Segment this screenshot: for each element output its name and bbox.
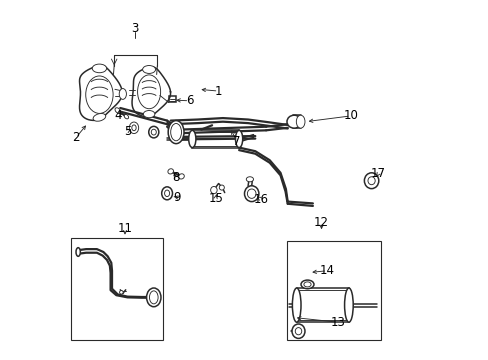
Ellipse shape bbox=[143, 111, 155, 118]
Ellipse shape bbox=[244, 186, 258, 202]
Text: 5: 5 bbox=[123, 125, 131, 138]
Ellipse shape bbox=[148, 126, 159, 138]
Ellipse shape bbox=[286, 115, 301, 128]
Text: 14: 14 bbox=[319, 264, 334, 277]
Ellipse shape bbox=[162, 187, 172, 200]
Ellipse shape bbox=[167, 169, 173, 174]
Text: 3: 3 bbox=[131, 22, 139, 35]
Text: 17: 17 bbox=[370, 167, 385, 180]
Text: 1: 1 bbox=[214, 85, 222, 98]
Ellipse shape bbox=[93, 113, 105, 121]
Text: 15: 15 bbox=[208, 192, 223, 204]
Text: 13: 13 bbox=[330, 316, 345, 329]
Ellipse shape bbox=[124, 114, 128, 119]
Ellipse shape bbox=[146, 288, 161, 307]
Bar bbox=[192, 130, 239, 148]
Ellipse shape bbox=[76, 248, 80, 256]
Bar bbox=[168, 96, 176, 102]
Ellipse shape bbox=[291, 324, 305, 338]
Ellipse shape bbox=[188, 130, 196, 148]
Polygon shape bbox=[132, 67, 170, 117]
Text: 10: 10 bbox=[343, 109, 357, 122]
Text: 16: 16 bbox=[253, 193, 267, 206]
Bar bbox=[286, 241, 380, 340]
Text: 9: 9 bbox=[173, 191, 180, 204]
Text: 7: 7 bbox=[232, 135, 240, 148]
Ellipse shape bbox=[92, 64, 106, 73]
Ellipse shape bbox=[119, 89, 126, 99]
Ellipse shape bbox=[129, 122, 139, 134]
Ellipse shape bbox=[364, 173, 378, 189]
Ellipse shape bbox=[301, 280, 313, 289]
Ellipse shape bbox=[168, 121, 183, 144]
Bar bbox=[194, 132, 237, 146]
Text: 4: 4 bbox=[114, 109, 122, 122]
Ellipse shape bbox=[115, 108, 120, 113]
Bar bbox=[298, 290, 346, 320]
Ellipse shape bbox=[120, 291, 123, 294]
Ellipse shape bbox=[344, 288, 352, 322]
Ellipse shape bbox=[178, 174, 184, 179]
Bar bbox=[71, 238, 163, 340]
Ellipse shape bbox=[235, 130, 242, 148]
Ellipse shape bbox=[210, 186, 217, 194]
Ellipse shape bbox=[142, 66, 155, 73]
Ellipse shape bbox=[296, 115, 305, 128]
Text: 12: 12 bbox=[313, 216, 328, 229]
Text: 8: 8 bbox=[172, 171, 180, 184]
Ellipse shape bbox=[219, 185, 224, 190]
Bar bbox=[296, 288, 348, 322]
Ellipse shape bbox=[246, 177, 253, 182]
Text: 11: 11 bbox=[117, 222, 132, 235]
Text: 6: 6 bbox=[185, 94, 193, 107]
Text: 2: 2 bbox=[72, 131, 80, 144]
Polygon shape bbox=[80, 66, 122, 120]
Ellipse shape bbox=[292, 288, 301, 322]
